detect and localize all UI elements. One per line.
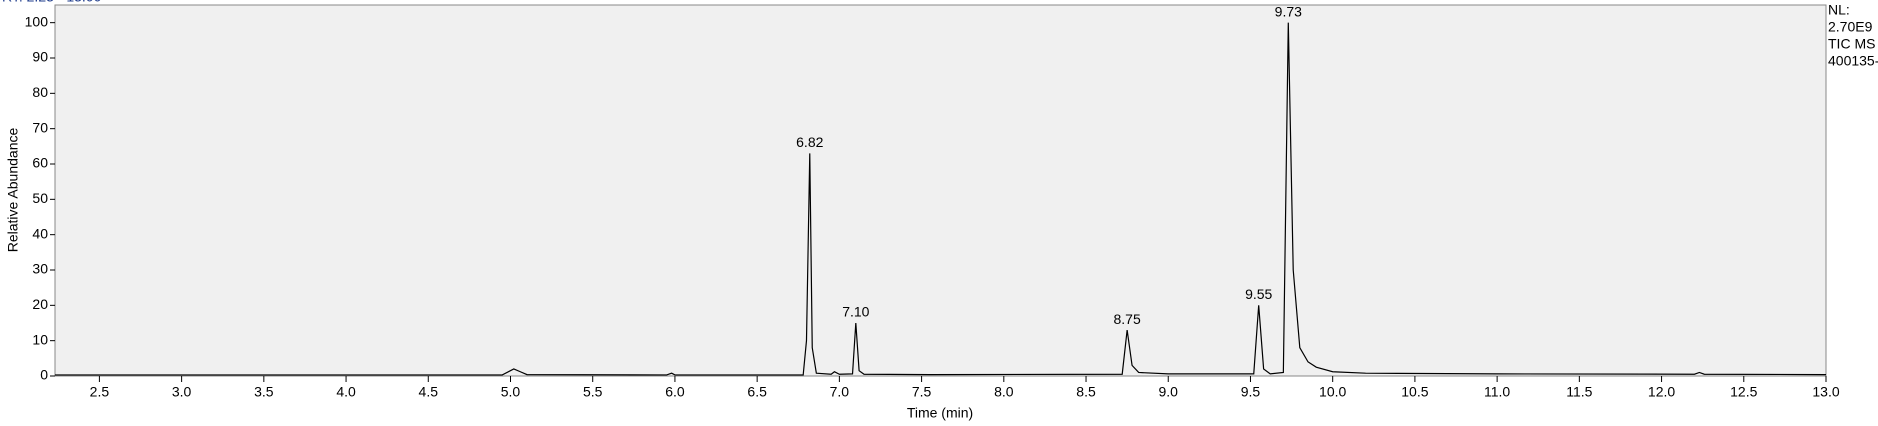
peak-label: 9.55 <box>1245 286 1272 302</box>
side-info: NL: <box>1828 2 1850 18</box>
x-tick-label: 5.0 <box>501 384 521 400</box>
x-tick-label: 7.0 <box>830 384 850 400</box>
y-tick-label: 70 <box>32 119 48 135</box>
x-tick-label: 11.5 <box>1566 384 1592 400</box>
x-tick-label: 6.0 <box>665 384 685 400</box>
x-tick-label: 9.0 <box>1159 384 1179 400</box>
x-tick-label: 10.0 <box>1319 384 1346 400</box>
y-tick-label: 10 <box>32 331 48 347</box>
x-tick-label: 5.5 <box>583 384 603 400</box>
y-tick-label: 80 <box>32 84 48 100</box>
x-tick-label: 12.0 <box>1648 384 1675 400</box>
y-tick-label: 100 <box>25 13 49 29</box>
x-tick-label: 4.0 <box>336 384 356 400</box>
x-tick-label: 2.5 <box>90 384 110 400</box>
side-info: TIC MS <box>1828 36 1875 52</box>
x-tick-label: 7.5 <box>912 384 932 400</box>
x-tick-label: 3.0 <box>172 384 192 400</box>
x-tick-label: 8.5 <box>1076 384 1096 400</box>
header: RT: 2.23 - 13.00 <box>2 0 102 5</box>
peak-label: 9.73 <box>1275 3 1302 19</box>
x-tick-label: 4.5 <box>419 384 439 400</box>
plot-area <box>54 4 1827 377</box>
peak-label: 6.82 <box>796 134 823 150</box>
peak-label: 8.75 <box>1114 311 1141 327</box>
y-tick-label: 20 <box>32 296 48 312</box>
side-info: 400135- <box>1828 53 1878 69</box>
trace <box>55 22 1827 376</box>
y-tick-label: 60 <box>32 155 48 171</box>
side-info: 2.70E9 <box>1828 19 1873 35</box>
x-tick-label: 6.5 <box>747 384 767 400</box>
y-tick-label: 0 <box>40 367 48 383</box>
x-tick-label: 3.5 <box>254 384 274 400</box>
y-axis-title: Relative Abundance <box>5 128 21 253</box>
y-tick-label: 40 <box>32 225 48 241</box>
x-tick-label: 11.0 <box>1484 384 1510 400</box>
x-tick-label: 10.5 <box>1401 384 1428 400</box>
y-tick-label: 30 <box>32 261 48 277</box>
x-axis-title: Time (min) <box>907 405 973 421</box>
y-tick-label: 50 <box>32 190 48 206</box>
x-tick-label: 12.5 <box>1730 384 1757 400</box>
x-tick-label: 8.0 <box>994 384 1014 400</box>
x-tick-label: 9.5 <box>1241 384 1261 400</box>
peak-label: 7.10 <box>842 304 869 320</box>
x-tick-label: 13.0 <box>1812 384 1839 400</box>
y-tick-label: 90 <box>32 49 48 65</box>
